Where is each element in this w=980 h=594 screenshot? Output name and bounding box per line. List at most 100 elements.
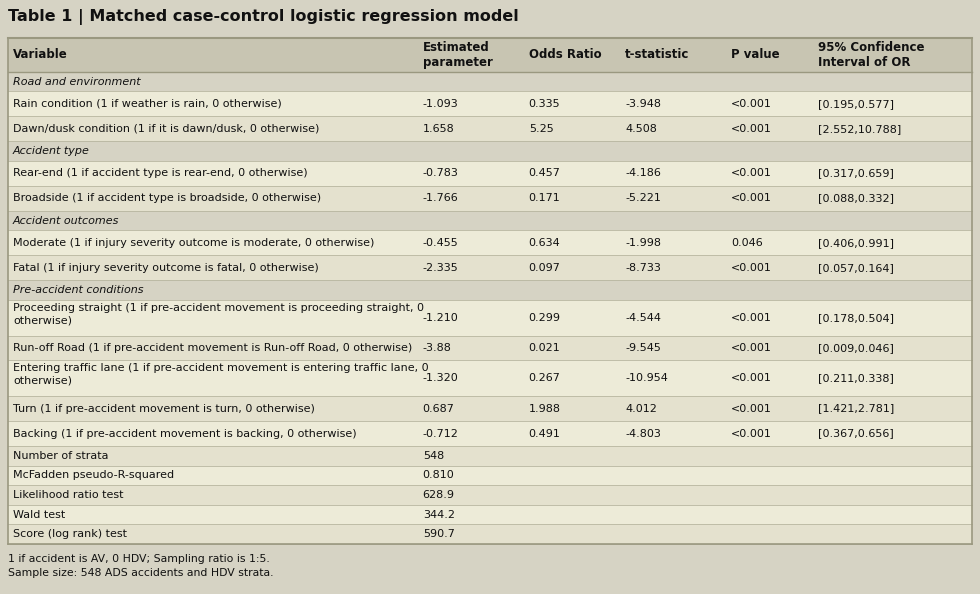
Text: [0.178,0.504]: [0.178,0.504] — [818, 312, 894, 323]
Text: Pre-accident conditions: Pre-accident conditions — [13, 285, 143, 295]
Bar — [8, 421, 972, 446]
Text: Run-off Road (1 if pre-accident movement is Run-off Road, 0 otherwise): Run-off Road (1 if pre-accident movement… — [13, 343, 413, 353]
Text: <0.001: <0.001 — [731, 428, 772, 438]
Text: 1 if accident is AV, 0 HDV; Sampling ratio is 1:5.: 1 if accident is AV, 0 HDV; Sampling rat… — [8, 554, 270, 564]
Text: <0.001: <0.001 — [731, 343, 772, 353]
Text: -1.093: -1.093 — [422, 99, 459, 109]
Text: 344.2: 344.2 — [422, 510, 455, 520]
Text: -9.545: -9.545 — [625, 343, 662, 353]
Text: 0.687: 0.687 — [422, 403, 455, 413]
Text: 0.021: 0.021 — [529, 343, 561, 353]
Bar — [8, 525, 972, 544]
Text: [0.317,0.659]: [0.317,0.659] — [818, 169, 894, 178]
Text: 4.012: 4.012 — [625, 403, 657, 413]
Text: <0.001: <0.001 — [731, 124, 772, 134]
Text: 0.171: 0.171 — [529, 194, 561, 203]
Text: 628.9: 628.9 — [422, 490, 455, 500]
Text: Turn (1 if pre-accident movement is turn, 0 otherwise): Turn (1 if pre-accident movement is turn… — [13, 403, 315, 413]
Text: Wald test: Wald test — [13, 510, 66, 520]
Text: -1.320: -1.320 — [422, 373, 459, 383]
Text: 0.810: 0.810 — [422, 470, 455, 481]
Text: [0.367,0.656]: [0.367,0.656] — [818, 428, 894, 438]
Text: Rain condition (1 if weather is rain, 0 otherwise): Rain condition (1 if weather is rain, 0 … — [13, 99, 282, 109]
Text: -3.88: -3.88 — [422, 343, 452, 353]
Text: Moderate (1 if injury severity outcome is moderate, 0 otherwise): Moderate (1 if injury severity outcome i… — [13, 238, 374, 248]
Bar — [8, 141, 972, 161]
Text: Broadside (1 if accident type is broadside, 0 otherwise): Broadside (1 if accident type is broadsi… — [13, 194, 321, 203]
Text: [0.195,0.577]: [0.195,0.577] — [818, 99, 894, 109]
Bar — [8, 446, 972, 466]
Bar — [8, 505, 972, 525]
Text: -5.221: -5.221 — [625, 194, 662, 203]
Text: Accident type: Accident type — [13, 146, 90, 156]
Text: Variable: Variable — [13, 49, 68, 61]
Text: -4.186: -4.186 — [625, 169, 662, 178]
Text: [0.009,0.046]: [0.009,0.046] — [818, 343, 894, 353]
Text: Proceeding straight (1 if pre-accident movement is proceeding straight, 0
otherw: Proceeding straight (1 if pre-accident m… — [13, 303, 424, 326]
Text: [0.057,0.164]: [0.057,0.164] — [818, 263, 894, 273]
Bar — [8, 280, 972, 300]
Text: 5.25: 5.25 — [529, 124, 554, 134]
Bar — [8, 230, 972, 255]
Text: -2.335: -2.335 — [422, 263, 459, 273]
Text: -3.948: -3.948 — [625, 99, 662, 109]
Text: 0.335: 0.335 — [529, 99, 561, 109]
Text: Odds Ratio: Odds Ratio — [529, 49, 602, 61]
Bar — [8, 336, 972, 361]
Bar — [8, 38, 972, 72]
Text: <0.001: <0.001 — [731, 194, 772, 203]
Text: -8.733: -8.733 — [625, 263, 662, 273]
Text: Likelihood ratio test: Likelihood ratio test — [13, 490, 123, 500]
Text: <0.001: <0.001 — [731, 312, 772, 323]
Text: [0.211,0.338]: [0.211,0.338] — [818, 373, 894, 383]
Text: t-statistic: t-statistic — [625, 49, 690, 61]
Bar — [8, 255, 972, 280]
Text: Dawn/dusk condition (1 if it is dawn/dusk, 0 otherwise): Dawn/dusk condition (1 if it is dawn/dus… — [13, 124, 319, 134]
Text: Entering traffic lane (1 if pre-accident movement is entering traffic lane, 0
ot: Entering traffic lane (1 if pre-accident… — [13, 364, 428, 386]
Text: Sample size: 548 ADS accidents and HDV strata.: Sample size: 548 ADS accidents and HDV s… — [8, 568, 273, 578]
Text: 0.634: 0.634 — [529, 238, 561, 248]
Text: [0.088,0.332]: [0.088,0.332] — [818, 194, 894, 203]
Bar — [8, 211, 972, 230]
Text: [1.421,2.781]: [1.421,2.781] — [818, 403, 894, 413]
Bar — [8, 396, 972, 421]
Text: 590.7: 590.7 — [422, 529, 455, 539]
Text: 0.491: 0.491 — [529, 428, 561, 438]
Text: [0.406,0.991]: [0.406,0.991] — [818, 238, 894, 248]
Bar — [8, 485, 972, 505]
Text: -4.544: -4.544 — [625, 312, 662, 323]
Text: 0.267: 0.267 — [529, 373, 561, 383]
Text: -1.766: -1.766 — [422, 194, 459, 203]
Text: P value: P value — [731, 49, 780, 61]
Bar — [8, 116, 972, 141]
Text: Accident outcomes: Accident outcomes — [13, 216, 120, 226]
Bar — [8, 161, 972, 186]
Text: 95% Confidence
Interval of OR: 95% Confidence Interval of OR — [818, 41, 924, 69]
Text: [2.552,10.788]: [2.552,10.788] — [818, 124, 902, 134]
Text: Table 1 | Matched case-control logistic regression model: Table 1 | Matched case-control logistic … — [8, 9, 518, 25]
Text: <0.001: <0.001 — [731, 263, 772, 273]
Text: 0.299: 0.299 — [529, 312, 561, 323]
Text: Fatal (1 if injury severity outcome is fatal, 0 otherwise): Fatal (1 if injury severity outcome is f… — [13, 263, 318, 273]
Text: 1.988: 1.988 — [529, 403, 561, 413]
Bar — [8, 91, 972, 116]
Bar — [8, 186, 972, 211]
Text: <0.001: <0.001 — [731, 99, 772, 109]
Text: 0.457: 0.457 — [529, 169, 561, 178]
Text: 4.508: 4.508 — [625, 124, 657, 134]
Text: Rear-end (1 if accident type is rear-end, 0 otherwise): Rear-end (1 if accident type is rear-end… — [13, 169, 308, 178]
Text: -10.954: -10.954 — [625, 373, 668, 383]
Text: -1.998: -1.998 — [625, 238, 662, 248]
Text: <0.001: <0.001 — [731, 403, 772, 413]
Text: 548: 548 — [422, 451, 444, 461]
Text: Score (log rank) test: Score (log rank) test — [13, 529, 127, 539]
Text: McFadden pseudo-R-squared: McFadden pseudo-R-squared — [13, 470, 174, 481]
Text: 0.046: 0.046 — [731, 238, 762, 248]
Text: Backing (1 if pre-accident movement is backing, 0 otherwise): Backing (1 if pre-accident movement is b… — [13, 428, 357, 438]
Text: -0.455: -0.455 — [422, 238, 459, 248]
Text: -0.783: -0.783 — [422, 169, 459, 178]
Text: -4.803: -4.803 — [625, 428, 662, 438]
Text: 0.097: 0.097 — [529, 263, 561, 273]
Bar — [8, 72, 972, 91]
Text: <0.001: <0.001 — [731, 169, 772, 178]
